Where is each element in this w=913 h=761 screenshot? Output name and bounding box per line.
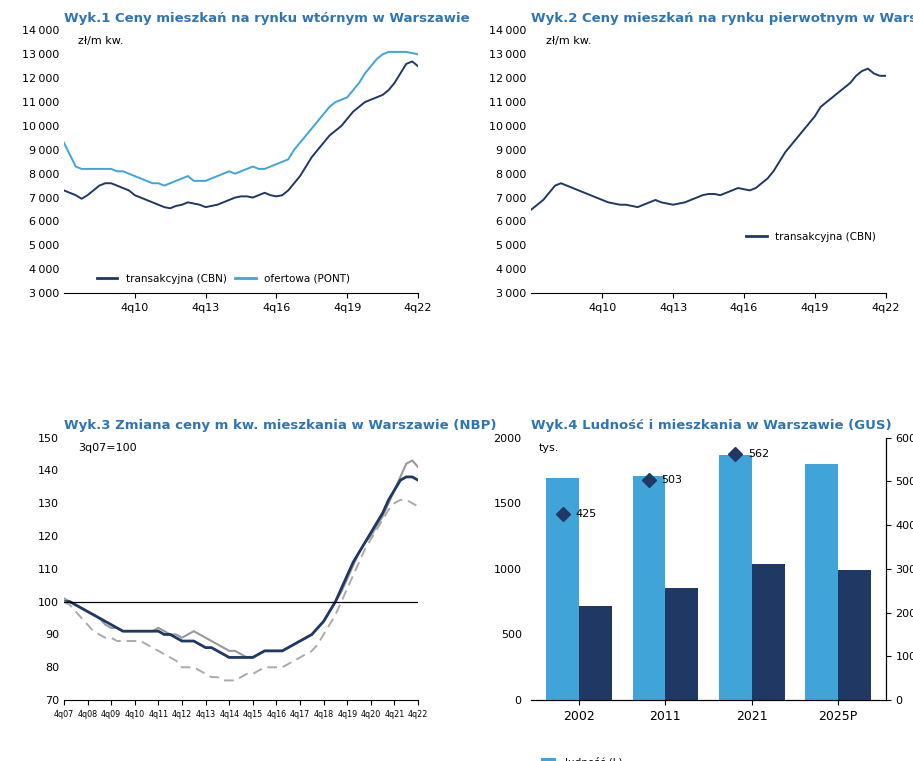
Text: Wyk.2 Ceny mieszkań na rynku pierwotnym w Warszawie: Wyk.2 Ceny mieszkań na rynku pierwotnym … xyxy=(531,12,913,25)
Legend: transakcyjna (CBN): transakcyjna (CBN) xyxy=(742,228,880,246)
Text: 3q07=100: 3q07=100 xyxy=(79,443,137,453)
Text: 425: 425 xyxy=(575,509,596,519)
Text: Wyk.3 Zmiana ceny m kw. mieszkania w Warszawie (NBP): Wyk.3 Zmiana ceny m kw. mieszkania w War… xyxy=(64,419,497,432)
Bar xyxy=(719,456,751,700)
Text: 503: 503 xyxy=(661,475,682,485)
Bar xyxy=(633,476,666,700)
Bar xyxy=(546,479,579,700)
Bar xyxy=(666,587,698,700)
Text: Wyk.4 Ludność i mieszkania w Warszawie (GUS): Wyk.4 Ludność i mieszkania w Warszawie (… xyxy=(531,419,892,432)
Text: 562: 562 xyxy=(748,449,769,459)
Bar xyxy=(579,606,612,700)
Legend: transakcyjna (CBN), ofertowa (PONT): transakcyjna (CBN), ofertowa (PONT) xyxy=(92,269,354,288)
Text: zł/m kw.: zł/m kw. xyxy=(546,36,591,46)
Text: tys.: tys. xyxy=(539,443,559,453)
Bar xyxy=(751,564,784,700)
Bar xyxy=(805,463,838,700)
Text: Wyk.1 Ceny mieszkań na rynku wtórnym w Warszawie: Wyk.1 Ceny mieszkań na rynku wtórnym w W… xyxy=(64,12,469,25)
Bar xyxy=(838,570,871,700)
Text: zł/m kw.: zł/m kw. xyxy=(79,36,123,46)
Legend: ludność (L), mieszkania (L), liczba mieszkań na 1000 osób (P): ludność (L), mieszkania (L), liczba mies… xyxy=(537,753,743,761)
